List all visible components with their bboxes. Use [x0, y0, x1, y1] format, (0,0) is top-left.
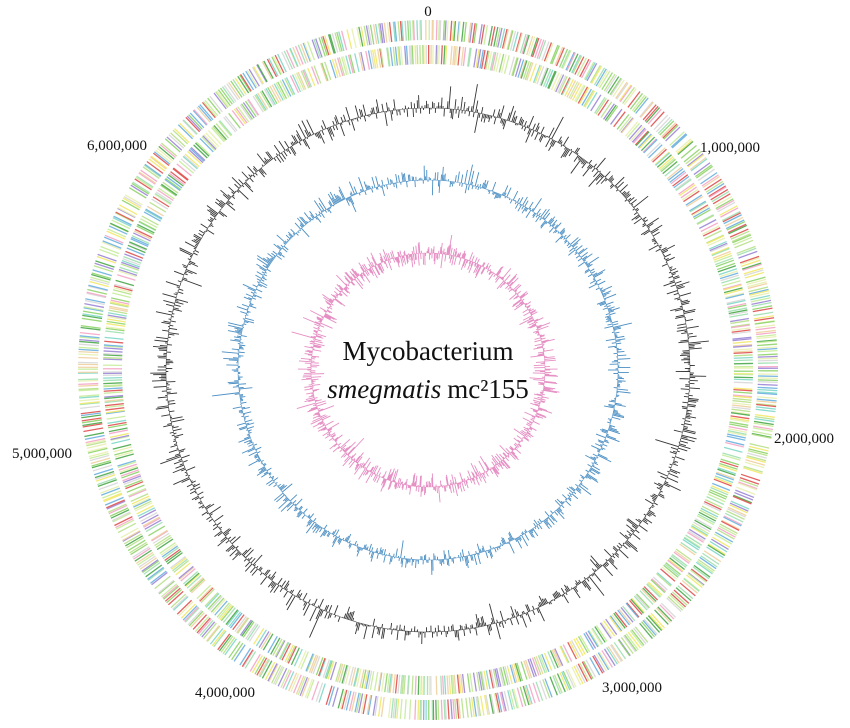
position-label-6m: 6,000,000 — [87, 138, 147, 154]
organism-species: smegmatis — [327, 374, 441, 404]
organism-name-line1: Mycobacterium — [343, 336, 514, 366]
organism-name-line2: smegmatis mc²155 — [327, 374, 529, 404]
position-label-2m: 2,000,000 — [774, 431, 834, 447]
position-label-5m: 5,000,000 — [12, 446, 72, 462]
cds-reverse-ring — [102, 44, 754, 696]
position-label-4m: 4,000,000 — [195, 685, 255, 701]
cds-forward-ring — [77, 19, 779, 721]
position-label-0: 0 — [424, 4, 432, 20]
inner-ring — [291, 234, 560, 503]
gc-content-ring — [150, 84, 709, 644]
organism-strain: mc²155 — [447, 374, 529, 404]
position-label-1m: 1,000,000 — [700, 140, 760, 156]
gc-skew-ring — [212, 164, 632, 575]
position-label-3m: 3,000,000 — [602, 680, 662, 696]
